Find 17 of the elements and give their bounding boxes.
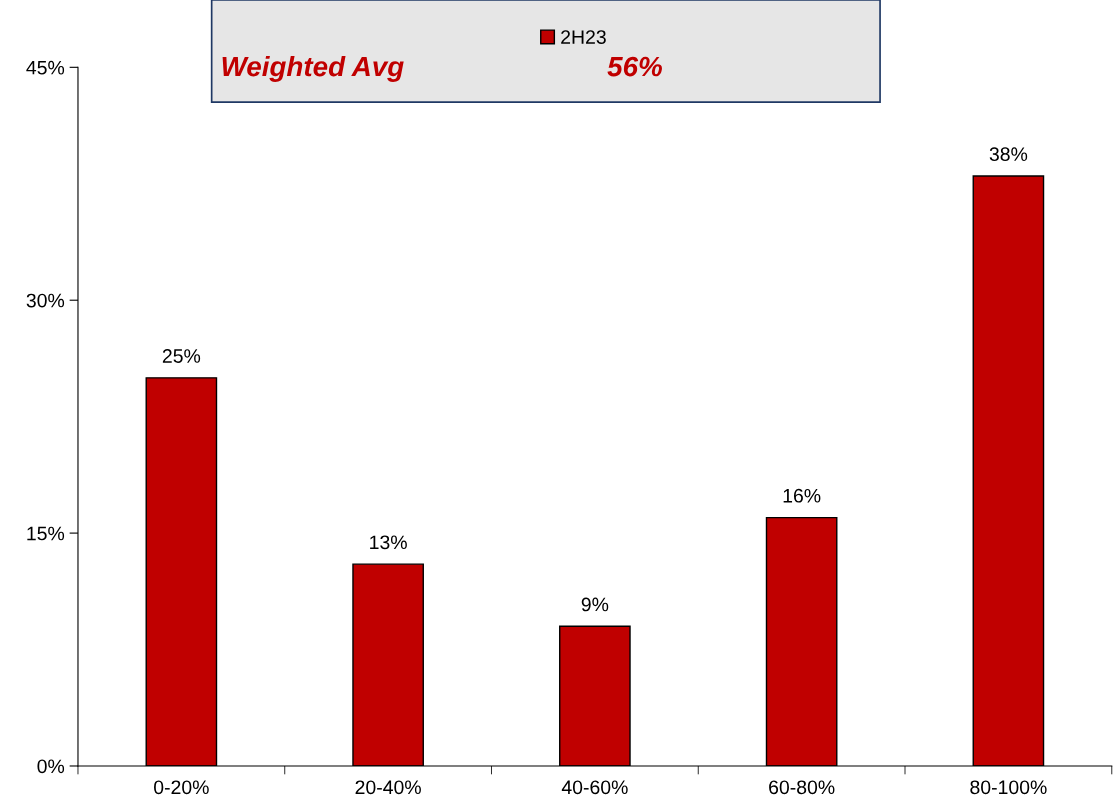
- y-tick-label: 30%: [26, 293, 65, 308]
- annotation: 56%: [607, 56, 662, 77]
- data-label: 38%: [989, 147, 1028, 162]
- y-tick-label: 45%: [26, 60, 65, 75]
- x-tick-label: 20-40%: [355, 780, 421, 795]
- data-label: 13%: [370, 535, 407, 550]
- x-tick-label: 60-80%: [769, 780, 835, 795]
- x-tick-label: 80-100%: [970, 780, 1047, 795]
- data-label: 16%: [783, 488, 821, 503]
- y-tick-label: 0%: [37, 759, 65, 774]
- data-label: 9%: [581, 597, 609, 612]
- annotation: Weighted Avg: [222, 55, 404, 82]
- x-tick-label: 40-60%: [561, 780, 628, 795]
- data-label: 25%: [162, 349, 201, 363]
- legend-label: 2H23: [561, 30, 606, 44]
- x-tick-label: 0-20%: [154, 780, 209, 795]
- y-tick-label: 15%: [27, 526, 65, 541]
